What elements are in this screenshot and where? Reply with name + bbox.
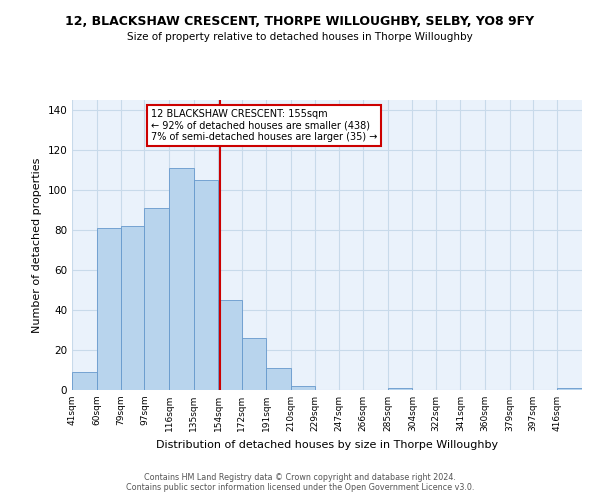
Bar [388, 388, 412, 390]
Bar [97, 228, 121, 390]
Bar [194, 180, 218, 390]
Bar [242, 338, 266, 390]
Bar [291, 386, 316, 390]
Text: Size of property relative to detached houses in Thorpe Willoughby: Size of property relative to detached ho… [127, 32, 473, 42]
Bar [557, 388, 582, 390]
Bar [266, 368, 291, 390]
X-axis label: Distribution of detached houses by size in Thorpe Willoughby: Distribution of detached houses by size … [156, 440, 498, 450]
Bar [72, 372, 97, 390]
Bar [169, 168, 194, 390]
Text: 12, BLACKSHAW CRESCENT, THORPE WILLOUGHBY, SELBY, YO8 9FY: 12, BLACKSHAW CRESCENT, THORPE WILLOUGHB… [65, 15, 535, 28]
Text: 12 BLACKSHAW CRESCENT: 155sqm
← 92% of detached houses are smaller (438)
7% of s: 12 BLACKSHAW CRESCENT: 155sqm ← 92% of d… [151, 108, 377, 142]
Bar [121, 226, 145, 390]
Bar [218, 300, 242, 390]
Bar [145, 208, 169, 390]
Y-axis label: Number of detached properties: Number of detached properties [32, 158, 42, 332]
Text: Contains HM Land Registry data © Crown copyright and database right 2024.
Contai: Contains HM Land Registry data © Crown c… [126, 473, 474, 492]
